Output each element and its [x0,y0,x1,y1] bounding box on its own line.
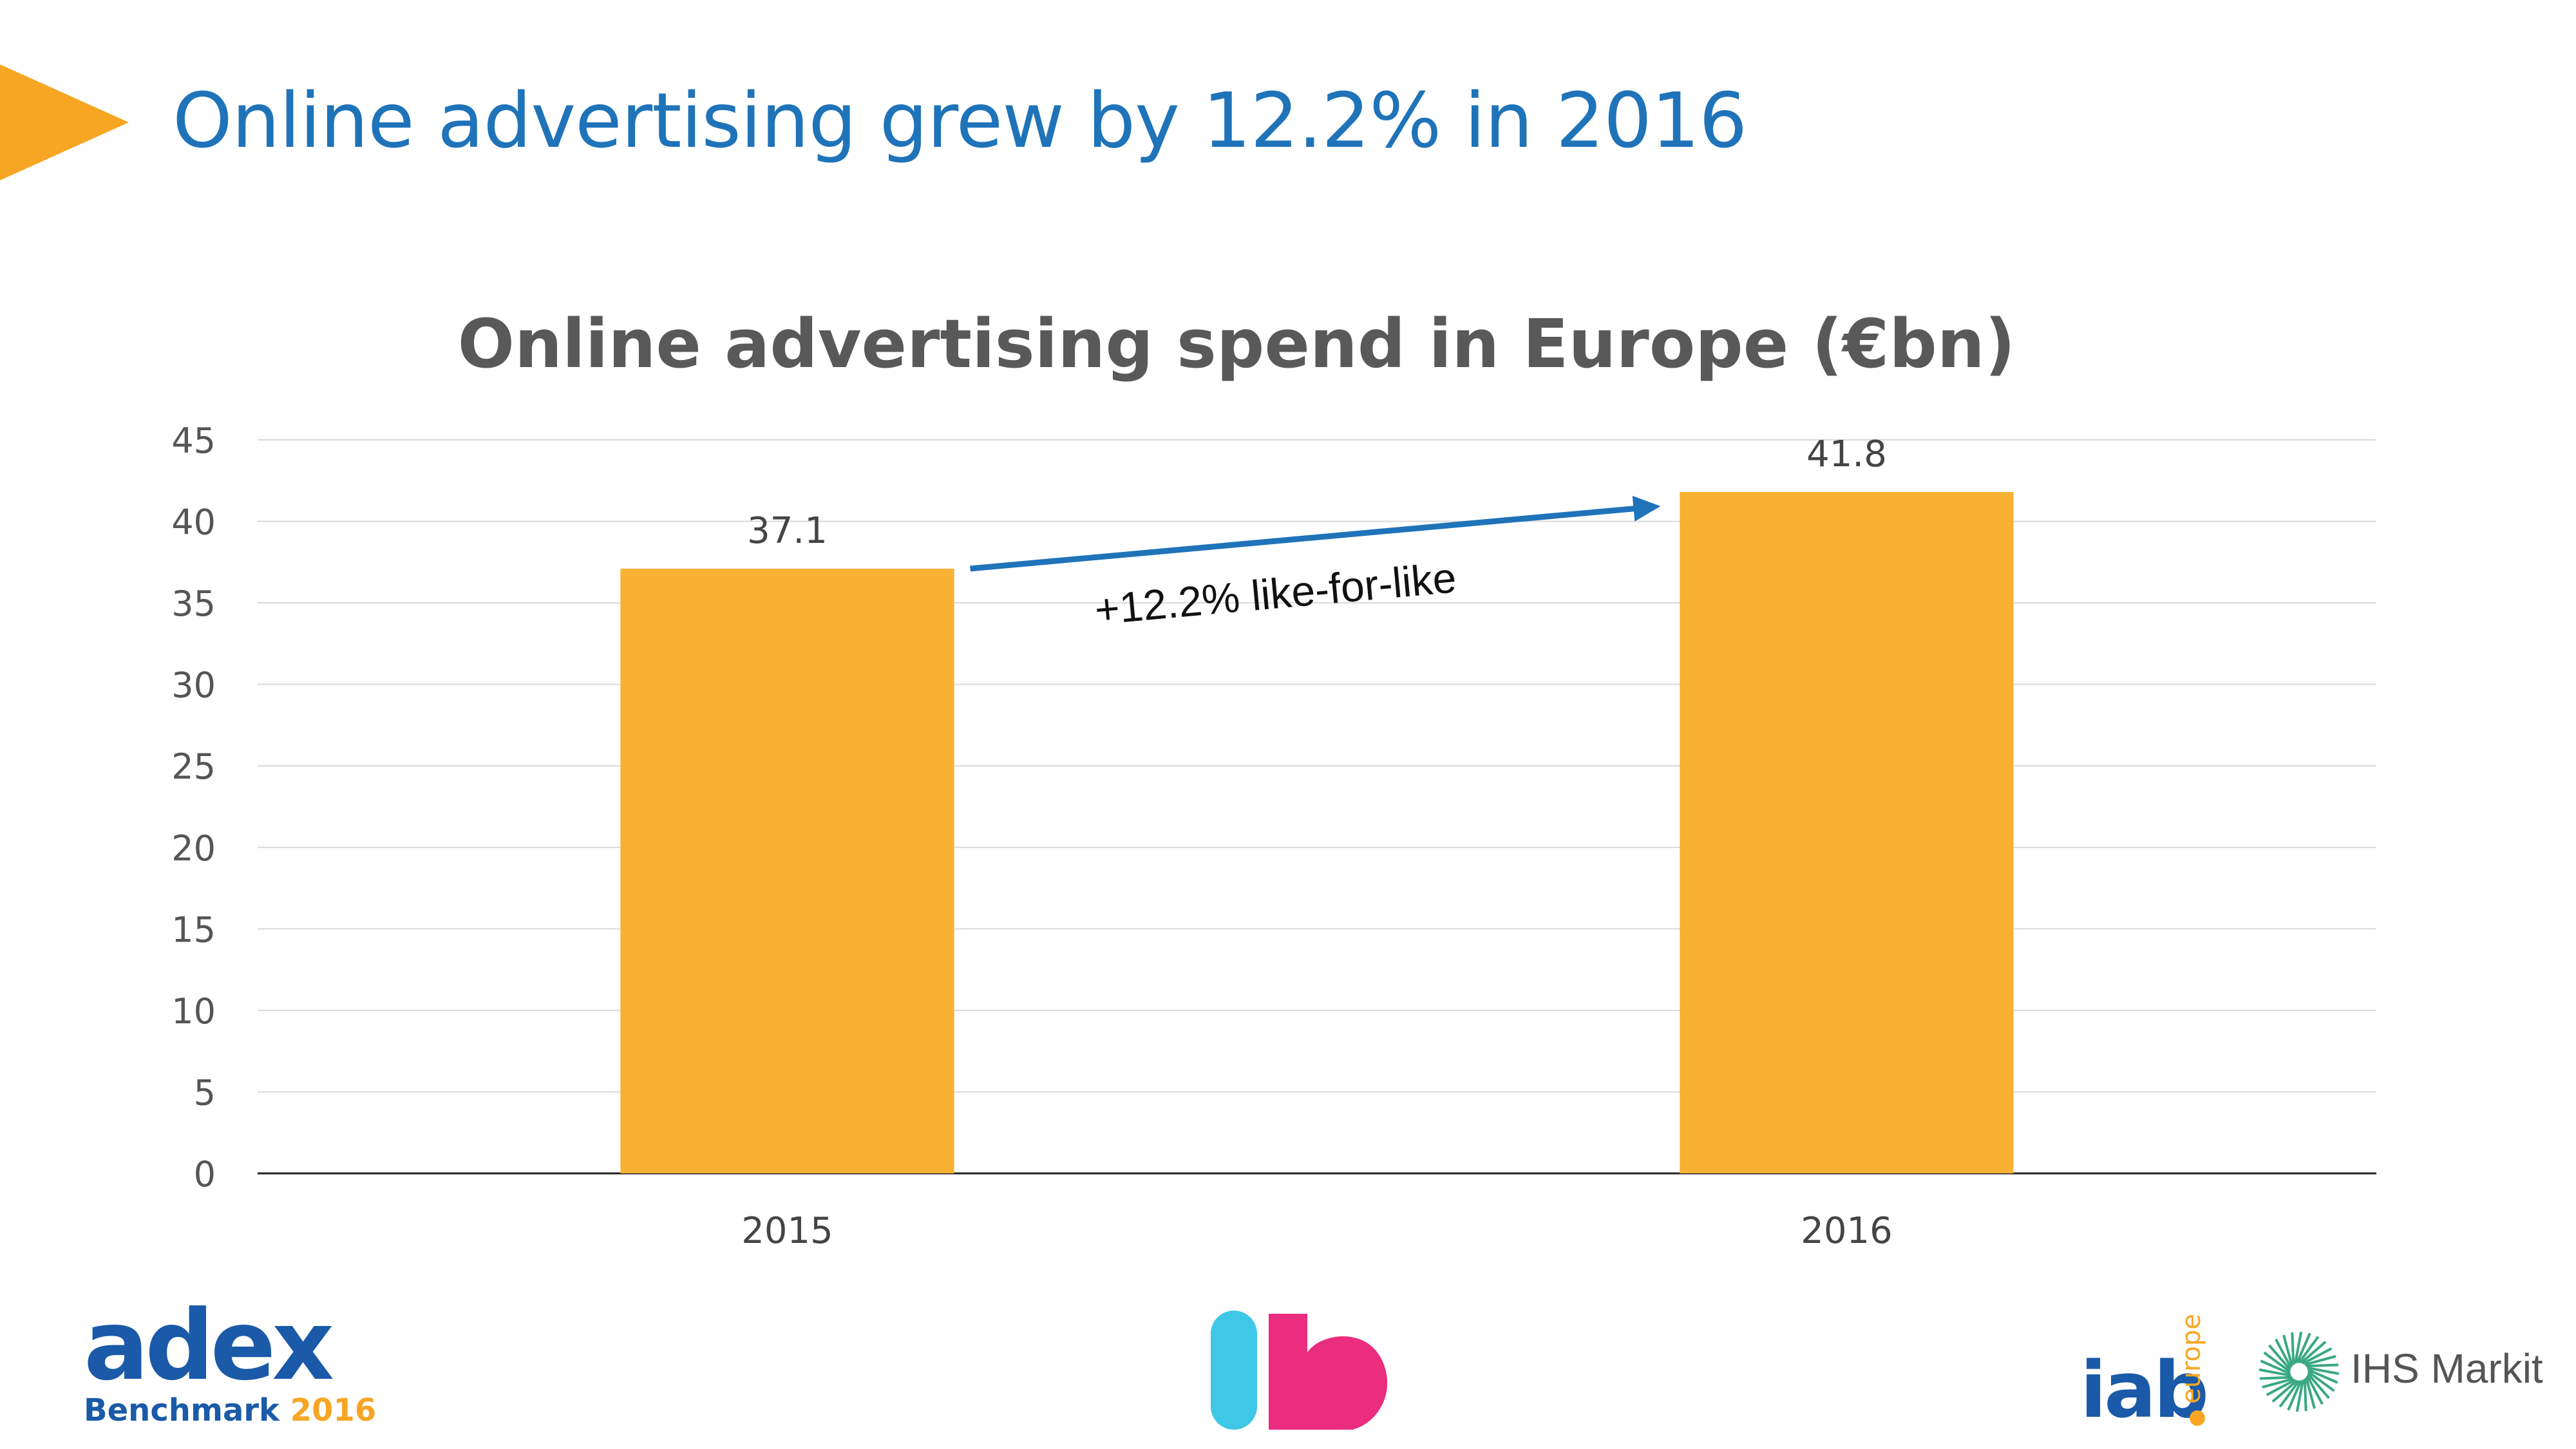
iab-europe-logo: iab europe [2080,1314,2228,1443]
y-tick-label: 10 [171,991,216,1032]
bar-2016 [1680,491,2014,1173]
adex-logo-word: adex [84,1290,334,1402]
iab-logo-europe: europe [2177,1314,2206,1404]
x-tick-label-2016: 2016 [1801,1210,1893,1252]
y-tick-label: 5 [194,1072,216,1113]
data-label-2016: 41.8 [1806,433,1887,475]
y-tick-label: 15 [171,909,216,950]
ihs-markit-logo-word: IHS Markit [2351,1345,2543,1392]
y-tick-label: 25 [171,746,216,787]
ib-logo [1211,1311,1388,1430]
play-arrow-icon [0,64,129,180]
growth-arrow [970,504,1654,572]
data-label-2015: 37.1 [747,510,828,552]
y-tick-label: 45 [171,421,216,461]
chart-title: Online advertising spend in Europe (€bn) [458,305,2016,383]
bar-chart: Online advertising spend in Europe (€bn)… [171,305,2376,1252]
ib-logo-heart [1269,1314,1388,1430]
y-tick-label: 40 [171,502,216,543]
ihs-markit-globe-icon [2259,1331,2340,1412]
adex-logo: adex Benchmark 2016 [84,1298,376,1443]
ihs-markit-logo: IHS Markit [2254,1327,2563,1423]
slide-title: Online advertising grew by 12.2% in 2016 [173,76,1747,165]
bar-2015 [620,568,954,1173]
growth-annotation: +12.2% like-for-like [1093,553,1458,633]
iab-logo-word: iab [2080,1346,2209,1435]
y-tick-label: 0 [194,1154,216,1195]
iab-logo-dot [2190,1410,2205,1426]
x-tick-label-2015: 2015 [741,1210,833,1252]
y-tick-label: 20 [171,828,216,869]
growth-arrow-head-icon [1632,495,1661,522]
adex-logo-benchmark: Benchmark [84,1392,279,1428]
ib-logo-bar [1211,1311,1257,1430]
y-tick-label: 30 [171,665,216,706]
adex-logo-year: 2016 [290,1392,377,1428]
y-tick-label: 35 [171,583,216,624]
